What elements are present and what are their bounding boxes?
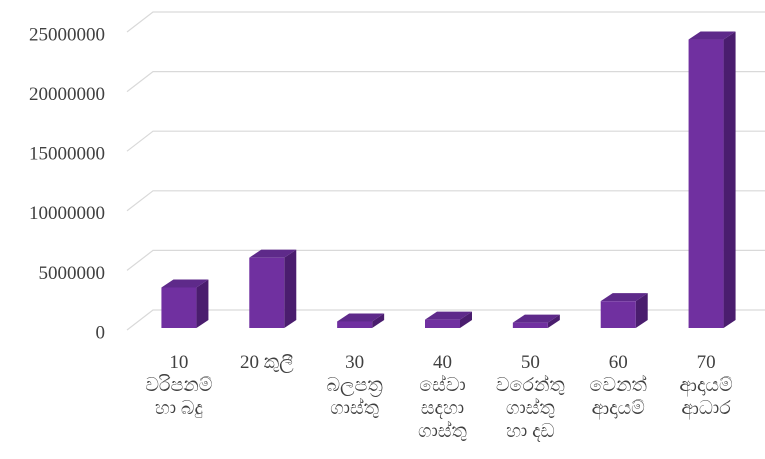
bar: [161, 279, 209, 328]
x-tick-label: 10 වරිපනම් හා බදු: [145, 352, 212, 419]
x-tick-label: 40 සේවා සදහා ගාස්තු: [418, 352, 467, 442]
y-tick-label: 5000000: [39, 263, 106, 284]
bar-top: [337, 313, 385, 322]
bar-front: [600, 301, 636, 328]
x-tick-label: 50 වරෙන්තු ගාස්තු හා දඩ: [496, 352, 565, 442]
bar: [600, 293, 648, 328]
bar-side: [372, 313, 385, 328]
bar: [512, 314, 560, 328]
y-tick-label: 10000000: [29, 203, 105, 224]
bar-top: [161, 279, 209, 288]
bar-side: [635, 293, 648, 328]
y-tick-label: 20000000: [29, 84, 105, 105]
grid-line: [126, 190, 765, 212]
grid-line: [126, 130, 765, 152]
bar-front: [425, 319, 460, 328]
grid-line: [126, 249, 765, 271]
bar-side: [284, 249, 297, 328]
bar-side: [460, 311, 472, 328]
bar-top: [688, 31, 736, 40]
x-tick-label: 70 ආදායම් ආධාර: [679, 352, 732, 420]
y-tick-label: 0: [96, 322, 106, 343]
bar-top: [249, 249, 297, 258]
bar-front: [512, 322, 548, 328]
x-tick-label: 60 වෙනත් ආදායම්: [589, 352, 646, 420]
bar: [425, 311, 472, 328]
grid-line: [126, 70, 765, 93]
bar-front: [337, 321, 373, 328]
bar: [337, 313, 385, 328]
grid-line: [126, 309, 765, 331]
grid-line: [126, 11, 765, 33]
bar-side: [196, 279, 209, 328]
bar-side: [723, 31, 736, 328]
bar: [249, 249, 297, 328]
bar-side: [547, 314, 560, 328]
x-tick-label: 30 බලපත්‍ර ගාස්තු: [326, 352, 383, 419]
bar: [688, 31, 736, 328]
bar-front: [249, 257, 285, 328]
bar-top: [425, 311, 472, 320]
bar-front: [161, 287, 197, 328]
x-tick-label: 20 කුලී: [240, 352, 294, 373]
bar-front: [688, 39, 724, 328]
y-tick-label: 15000000: [29, 144, 105, 165]
bar-top: [600, 293, 648, 302]
bar-top: [512, 314, 560, 323]
y-tick-label: 25000000: [29, 24, 105, 45]
